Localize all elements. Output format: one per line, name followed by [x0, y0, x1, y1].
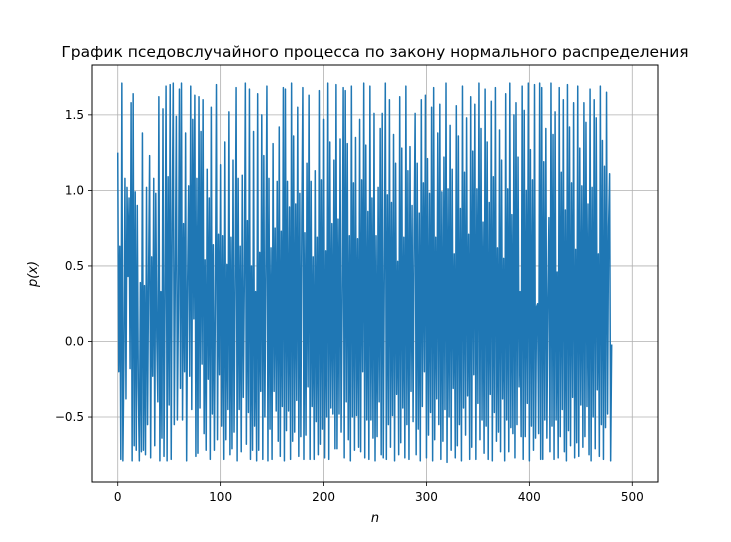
y-tick-label: 0.0 [65, 334, 84, 348]
y-tick-label: −0.5 [55, 410, 84, 424]
y-axis-label: p(x) [26, 261, 41, 288]
x-tick-label: 500 [621, 490, 644, 504]
x-tick-label: 200 [312, 490, 335, 504]
x-tick-label: 300 [415, 490, 438, 504]
y-axis-ticks: −0.5 0.0 0.5 1.0 1.5 [55, 108, 92, 424]
chart-title: График пседовслучайного процесса по зако… [61, 43, 688, 61]
y-tick-label: 1.0 [65, 183, 84, 197]
x-tick-label: 400 [518, 490, 541, 504]
y-tick-label: 1.5 [65, 108, 84, 122]
plot-frame [91, 64, 659, 483]
x-axis-ticks: 0 100 200 300 400 500 [114, 482, 644, 504]
series-line [116, 82, 613, 464]
plot-area [116, 82, 613, 464]
y-tick-label: 0.5 [65, 259, 84, 273]
x-tick-label: 100 [209, 490, 232, 504]
x-tick-label: 0 [114, 490, 122, 504]
x-axis-label: n [371, 511, 379, 526]
